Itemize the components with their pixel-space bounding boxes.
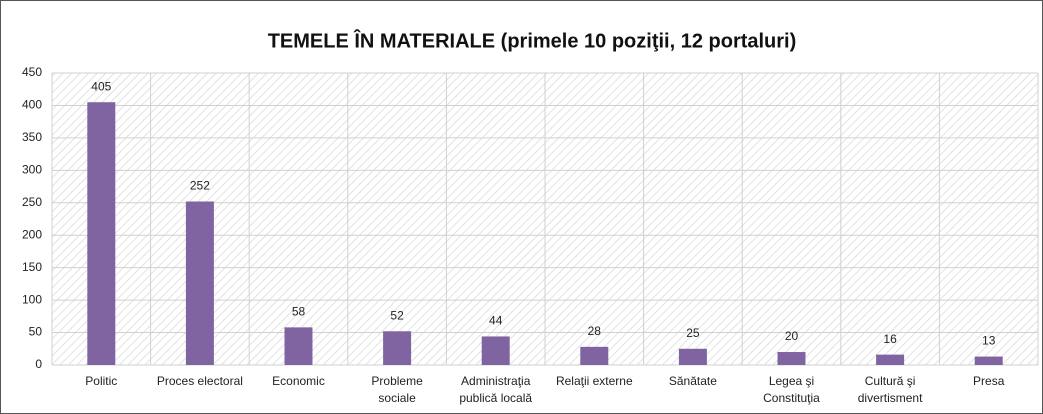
x-tick-label: Presa xyxy=(973,374,1005,388)
bar xyxy=(284,327,313,365)
data-label: 25 xyxy=(686,326,700,340)
x-tick-label: Legea şi Constituţia xyxy=(763,374,820,405)
y-tick-label: 200 xyxy=(22,227,42,241)
chart-title: TEMELE ÎN MATERIALE (primele 10 poziţii,… xyxy=(268,28,797,52)
y-tick-label: 350 xyxy=(22,130,42,144)
bar xyxy=(580,346,609,365)
bar xyxy=(974,356,1003,365)
bar xyxy=(383,331,412,365)
y-tick-label: 250 xyxy=(22,195,42,209)
y-tick-label: 50 xyxy=(29,325,43,339)
data-label: 13 xyxy=(982,334,996,348)
bar xyxy=(87,102,116,365)
data-label: 405 xyxy=(91,79,111,93)
bar xyxy=(185,201,214,365)
data-label: 44 xyxy=(489,314,503,328)
y-tick-label: 400 xyxy=(22,98,42,112)
y-tick-label: 150 xyxy=(22,260,42,274)
x-tick-label: Economic xyxy=(272,374,325,388)
bar xyxy=(481,336,510,365)
y-tick-label: 450 xyxy=(22,65,42,79)
y-tick-label: 100 xyxy=(22,292,42,306)
data-label: 16 xyxy=(883,332,897,346)
x-tick-label: Administraţia publică locală xyxy=(459,374,532,405)
data-label: 252 xyxy=(190,179,210,193)
x-tick-label: Probleme sociale xyxy=(371,374,423,405)
data-label: 52 xyxy=(390,308,404,322)
bar xyxy=(678,348,707,365)
y-tick-label: 300 xyxy=(22,163,42,177)
y-tick-label: 0 xyxy=(35,357,42,371)
data-label: 28 xyxy=(588,324,602,338)
x-tick-label: Politic xyxy=(85,374,117,388)
data-label: 58 xyxy=(292,305,306,319)
bar xyxy=(777,352,806,365)
x-tick-label: Cultură şi divertisment xyxy=(858,374,923,405)
data-label: 20 xyxy=(785,329,799,343)
x-tick-label: Sănătate xyxy=(669,374,717,388)
x-tick-label: Proces electoral xyxy=(157,374,243,388)
x-tick-label: Relaţii externe xyxy=(556,374,633,388)
bar xyxy=(876,354,905,365)
